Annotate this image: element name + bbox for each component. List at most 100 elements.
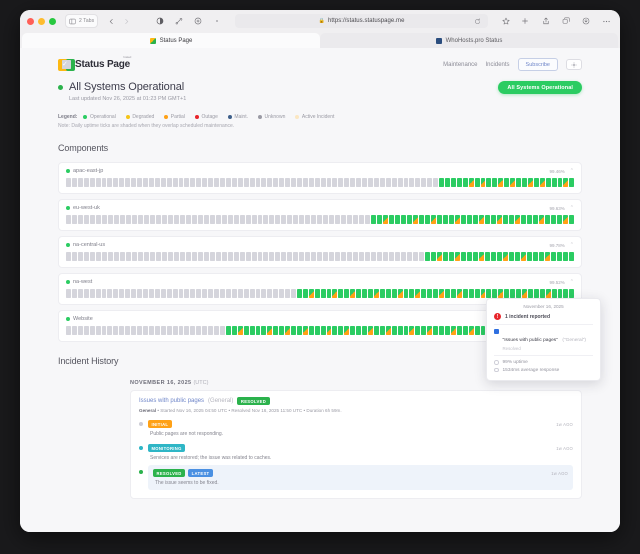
uptime-tick[interactable]: [391, 326, 397, 335]
uptime-tick[interactable]: [377, 252, 383, 261]
maximize-window-button[interactable]: [49, 17, 56, 25]
uptime-tick[interactable]: [329, 215, 335, 224]
uptime-tick[interactable]: [77, 326, 83, 335]
component-card[interactable]: na-central-us 99.78% ⌃: [58, 236, 582, 268]
uptime-tick[interactable]: [443, 252, 448, 261]
uptime-tick[interactable]: [492, 289, 498, 298]
uptime-tick[interactable]: [131, 289, 137, 298]
uptime-tick[interactable]: [281, 215, 287, 224]
uptime-tick[interactable]: [419, 215, 425, 224]
uptime-tick[interactable]: [243, 178, 249, 187]
uptime-tick-bar[interactable]: [66, 215, 574, 224]
uptime-tick[interactable]: [249, 289, 255, 298]
uptime-tick[interactable]: [480, 326, 486, 335]
uptime-tick[interactable]: [251, 215, 257, 224]
uptime-tick[interactable]: [71, 215, 77, 224]
uptime-tick[interactable]: [350, 289, 356, 298]
uptime-tick[interactable]: [551, 178, 557, 187]
uptime-tick[interactable]: [95, 215, 101, 224]
uptime-tick[interactable]: [462, 289, 468, 298]
uptime-tick[interactable]: [291, 326, 296, 335]
uptime-tick[interactable]: [545, 289, 551, 298]
uptime-tick[interactable]: [474, 289, 480, 298]
uptime-tick[interactable]: [267, 326, 273, 335]
uptime-tick[interactable]: [397, 178, 403, 187]
uptime-tick[interactable]: [237, 326, 243, 335]
uptime-tick[interactable]: [273, 326, 279, 335]
uptime-tick[interactable]: [395, 215, 401, 224]
uptime-tick[interactable]: [101, 252, 107, 261]
uptime-tick[interactable]: [362, 326, 368, 335]
uptime-tick[interactable]: [514, 215, 520, 224]
minimize-window-button[interactable]: [38, 17, 45, 25]
uptime-tick[interactable]: [166, 326, 172, 335]
uptime-tick[interactable]: [166, 289, 172, 298]
uptime-tick[interactable]: [425, 215, 431, 224]
uptime-tick[interactable]: [562, 215, 568, 224]
uptime-tick[interactable]: [466, 252, 472, 261]
uptime-tick[interactable]: [190, 326, 196, 335]
uptime-tick[interactable]: [142, 289, 148, 298]
uptime-tick[interactable]: [350, 326, 356, 335]
uptime-tick[interactable]: [237, 178, 243, 187]
uptime-tick[interactable]: [544, 215, 550, 224]
uptime-tick[interactable]: [551, 289, 557, 298]
uptime-tick[interactable]: [185, 252, 191, 261]
uptime-tick[interactable]: [557, 178, 563, 187]
uptime-tick[interactable]: [208, 178, 214, 187]
uptime-tick[interactable]: [291, 178, 296, 187]
uptime-tick[interactable]: [77, 252, 83, 261]
uptime-tick[interactable]: [245, 215, 251, 224]
uptime-tick[interactable]: [243, 289, 249, 298]
uptime-tick[interactable]: [433, 178, 439, 187]
uptime-tick[interactable]: [568, 215, 574, 224]
uptime-tick[interactable]: [66, 178, 71, 187]
uptime-tick[interactable]: [341, 252, 347, 261]
uptime-tick[interactable]: [113, 178, 119, 187]
uptime-tick[interactable]: [196, 289, 202, 298]
uptime-tick[interactable]: [243, 326, 249, 335]
uptime-tick[interactable]: [486, 178, 492, 187]
uptime-tick[interactable]: [397, 326, 403, 335]
uptime-tick[interactable]: [77, 178, 83, 187]
uptime-tick[interactable]: [249, 178, 255, 187]
uptime-tick[interactable]: [285, 178, 291, 187]
uptime-tick[interactable]: [359, 252, 365, 261]
uptime-tick[interactable]: [356, 178, 362, 187]
uptime-tick[interactable]: [137, 326, 142, 335]
uptime-tick[interactable]: [215, 215, 221, 224]
uptime-tick[interactable]: [172, 326, 178, 335]
uptime-tick[interactable]: [95, 289, 101, 298]
uptime-tick[interactable]: [293, 252, 299, 261]
uptime-tick[interactable]: [239, 252, 245, 261]
uptime-tick[interactable]: [326, 178, 332, 187]
component-card[interactable]: na-west 99.52% ⌃: [58, 273, 582, 305]
uptime-tick[interactable]: [557, 289, 563, 298]
uptime-tick[interactable]: [148, 178, 154, 187]
uptime-tick[interactable]: [66, 252, 71, 261]
uptime-tick[interactable]: [261, 289, 267, 298]
uptime-tick[interactable]: [450, 289, 456, 298]
uptime-tick[interactable]: [550, 215, 556, 224]
uptime-tick[interactable]: [291, 289, 296, 298]
uptime-tick[interactable]: [285, 326, 291, 335]
uptime-tick[interactable]: [95, 178, 101, 187]
uptime-tick[interactable]: [468, 178, 474, 187]
uptime-tick[interactable]: [401, 215, 407, 224]
uptime-tick[interactable]: [273, 178, 279, 187]
uptime-tick[interactable]: [368, 326, 373, 335]
uptime-tick[interactable]: [137, 215, 143, 224]
bookmark-button[interactable]: [499, 14, 513, 28]
uptime-tick[interactable]: [421, 178, 427, 187]
uptime-tick[interactable]: [323, 252, 329, 261]
uptime-tick[interactable]: [101, 326, 107, 335]
uptime-tick[interactable]: [184, 326, 190, 335]
uptime-tick[interactable]: [257, 252, 263, 261]
uptime-tick[interactable]: [433, 326, 439, 335]
uptime-tick[interactable]: [311, 252, 317, 261]
uptime-tick[interactable]: [221, 252, 227, 261]
uptime-tick[interactable]: [143, 252, 149, 261]
uptime-tick[interactable]: [83, 289, 89, 298]
uptime-tick[interactable]: [379, 326, 385, 335]
reader-mode-button[interactable]: [153, 14, 167, 28]
